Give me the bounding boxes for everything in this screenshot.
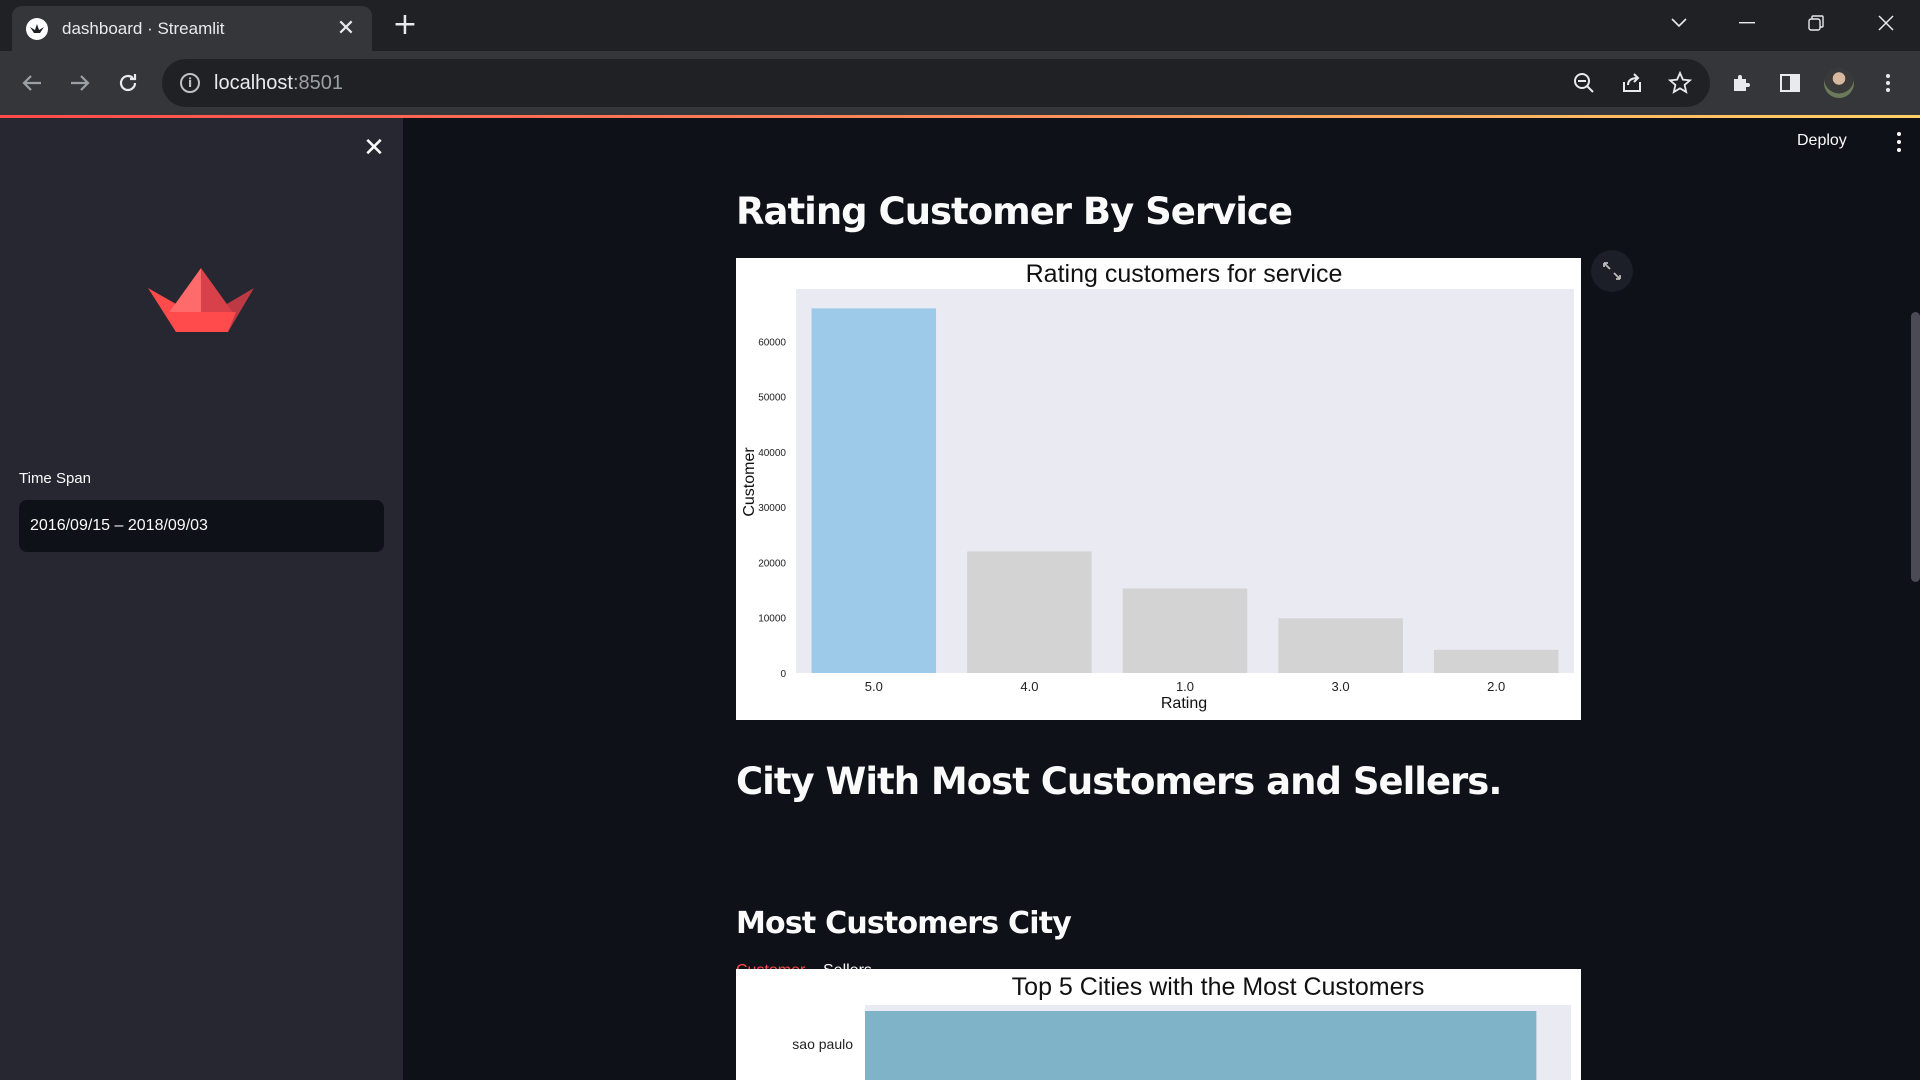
fullscreen-expand-icon[interactable] [1591,250,1633,292]
x-tick-label: 1.0 [1176,679,1194,694]
profile-avatar[interactable] [1824,68,1854,98]
x-axis-label: Rating [1161,695,1207,712]
x-tick-label: 2.0 [1487,679,1505,694]
side-panel-icon[interactable] [1778,71,1802,95]
zoom-out-icon[interactable] [1572,71,1596,95]
time-span-label: Time Span [19,470,91,487]
chart-title: Rating customers for service [1026,260,1343,288]
share-icon[interactable] [1620,71,1644,95]
most-customers-heading: Most Customers City [736,906,1072,941]
sidebar: ✕ Time Span 2016/09/15 – 2018/09/03 [0,118,403,1080]
y-tick-label: 40000 [758,448,786,459]
url-host: localhost [214,71,293,94]
city-heading: City With Most Customers and Sellers. [736,760,1502,803]
time-span-date-input[interactable]: 2016/09/15 – 2018/09/03 [19,500,384,552]
tab-close-icon[interactable]: ✕ [336,16,356,41]
top-cities-chart: Top 5 Cities with the Most Customers sao … [736,969,1581,1080]
bar [967,551,1092,673]
browser-toolbar: i localhost:8501 [0,51,1920,115]
minimize-icon[interactable] [1727,8,1767,38]
x-tick-label: 3.0 [1332,679,1350,694]
bar [1122,588,1248,673]
extensions-puzzle-icon[interactable] [1730,71,1754,95]
tab-search-chevron-down-icon[interactable] [1659,8,1699,38]
restore-icon[interactable] [1796,8,1836,38]
streamlit-logo-icon [148,268,254,338]
browser-tab-bar: dashboard · Streamlit ✕ + [0,0,1920,51]
status-decoration-line [0,115,1920,118]
bookmark-star-icon[interactable] [1667,70,1693,95]
bar [865,1011,1537,1080]
bar [811,308,937,673]
top-cities-bar-chart: Top 5 Cities with the Most Customers sao … [792,973,1571,1080]
reload-icon[interactable] [110,65,146,101]
browser-menu-icon[interactable] [1876,71,1900,95]
y-tick-label: sao paulo [792,1036,853,1052]
main-content: Deploy Rating Customer By Service Rating… [403,118,1920,1080]
deploy-button[interactable]: Deploy [1797,132,1847,149]
y-tick-label: 10000 [758,614,786,625]
y-tick-label: 60000 [758,337,786,348]
streamlit-favicon-icon [26,17,48,40]
bar [1278,618,1403,673]
back-arrow-icon[interactable] [14,65,50,101]
rating-chart: Rating customers for service 0 10000 20000 3… [736,258,1581,720]
new-tab-icon[interactable]: + [392,7,418,42]
close-window-icon[interactable] [1866,8,1906,38]
rating-bar-chart: Rating customers for service 0 10000 20000 3… [741,260,1574,712]
y-tick-label: 30000 [758,503,786,514]
y-tick-label: 20000 [758,558,786,569]
x-tick-label: 5.0 [865,679,883,694]
app-menu-icon[interactable] [1891,128,1907,156]
y-tick-label: 50000 [758,393,786,404]
sidebar-close-icon[interactable]: ✕ [363,133,385,163]
site-info-icon[interactable]: i [180,73,200,93]
tab-title: dashboard · Streamlit [62,18,225,38]
chart-title: Top 5 Cities with the Most Customers [1012,973,1425,1001]
x-tick-label: 4.0 [1020,679,1038,694]
rating-heading: Rating Customer By Service [736,190,1293,233]
main-scrollbar[interactable] [1911,312,1920,582]
forward-arrow-icon[interactable] [62,65,98,101]
address-bar[interactable]: i localhost:8501 [162,59,1710,107]
y-tick-label: 0 [780,669,786,680]
browser-tab[interactable]: dashboard · Streamlit ✕ [12,6,372,51]
y-axis-label: Customer [741,447,758,517]
bar [1433,649,1559,673]
url-port: :8501 [292,71,343,94]
